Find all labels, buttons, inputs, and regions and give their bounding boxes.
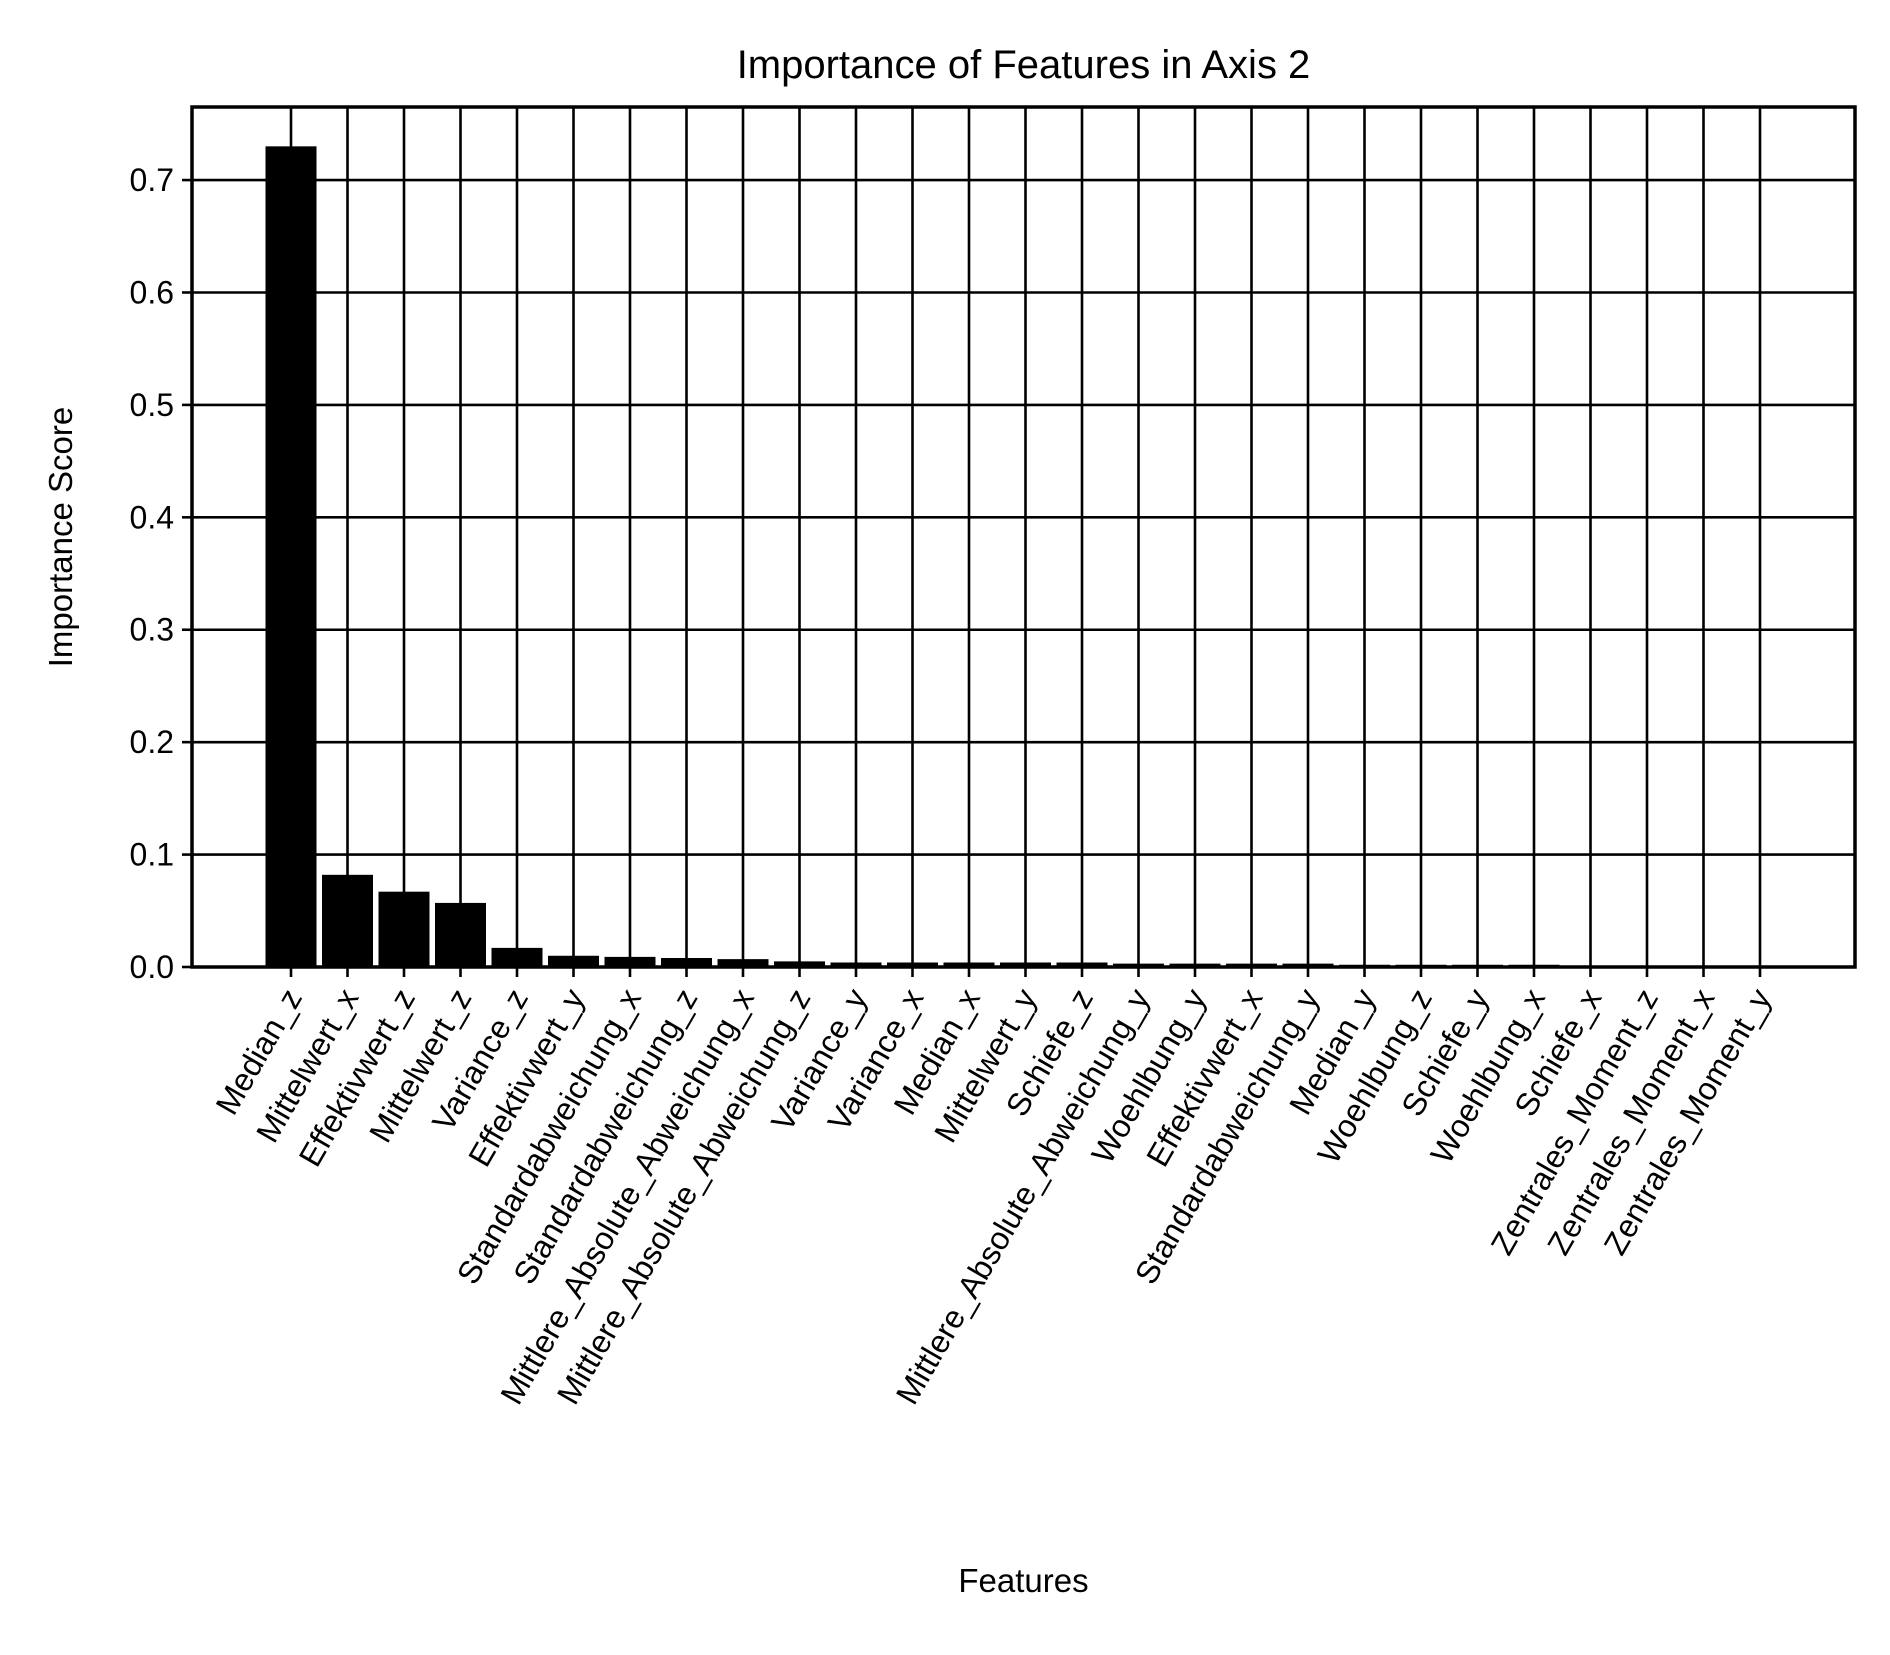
y-axis-label: Importance Score	[42, 407, 79, 667]
bar-effektivwert-y	[548, 955, 599, 967]
y-tick-label: 0.6	[130, 274, 174, 310]
y-tick-label: 0.4	[130, 499, 174, 535]
x-axis-label: Features	[958, 1562, 1088, 1599]
bar-median-x	[943, 962, 995, 967]
bar-standardabweichung-x	[604, 956, 656, 967]
bar-mittlere-absolute-abweichung-x	[717, 959, 769, 967]
plot-frame	[190, 105, 1857, 969]
bar-schiefe-z	[1056, 962, 1108, 967]
y-tick-label: 0.5	[130, 387, 174, 423]
y-tick-label: 0.7	[130, 162, 174, 198]
y-tick-label: 0.2	[130, 724, 174, 760]
y-tick-label: 0.0	[130, 949, 174, 985]
y-tick-label: 0.3	[130, 612, 174, 648]
chart-title: Importance of Features in Axis 2	[737, 43, 1311, 87]
bar-variance-z	[491, 947, 543, 967]
bar-standardabweichung-z	[661, 958, 712, 967]
bar-variance-x	[887, 962, 938, 967]
bar-effektivwert-z	[378, 891, 430, 967]
bar-mittelwert-x	[322, 874, 373, 967]
bar-mittelwert-z	[435, 902, 486, 967]
bar-median-z	[265, 146, 317, 967]
bar-variance-y	[830, 962, 882, 967]
bar-mittelwert-y	[1000, 962, 1051, 967]
bar-mittlere-absolute-abweichung-z	[774, 961, 825, 967]
y-tick-label: 0.1	[130, 837, 174, 873]
